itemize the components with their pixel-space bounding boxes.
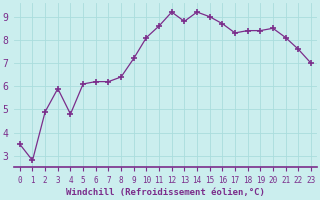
X-axis label: Windchill (Refroidissement éolien,°C): Windchill (Refroidissement éolien,°C) — [66, 188, 265, 197]
